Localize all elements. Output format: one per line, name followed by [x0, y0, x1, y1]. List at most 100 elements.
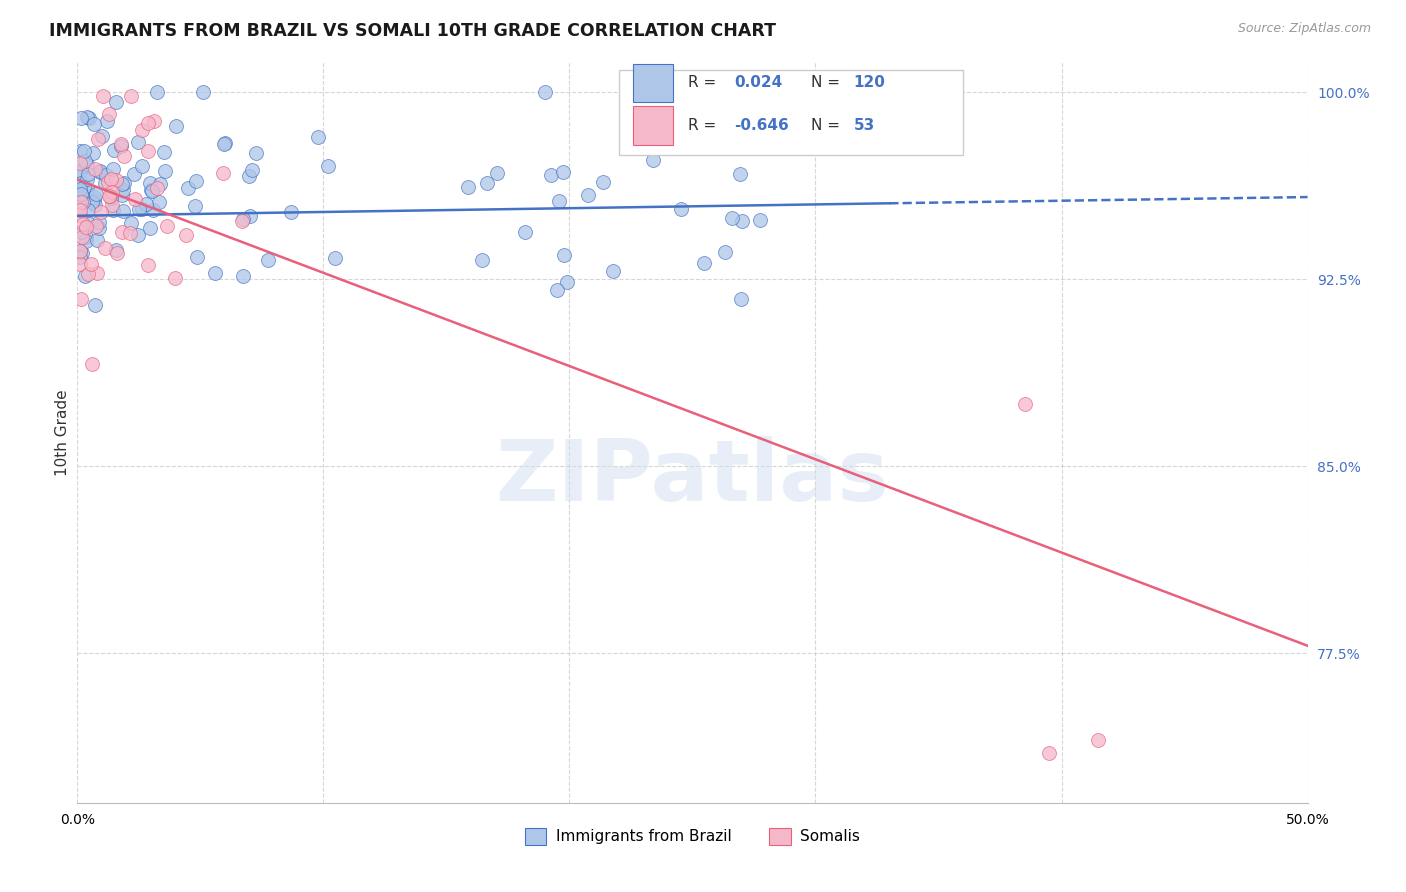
Point — [122, 167, 145, 181]
Point — [82, 357, 104, 371]
Point — [485, 165, 508, 179]
Point — [576, 188, 599, 202]
Point — [97, 175, 120, 189]
Point — [728, 107, 751, 121]
Point — [73, 153, 96, 168]
Point — [177, 181, 200, 195]
Point — [136, 258, 159, 272]
Point — [77, 111, 100, 125]
Point — [120, 89, 142, 103]
Point — [110, 136, 132, 151]
Text: 53: 53 — [853, 118, 875, 133]
Point — [90, 205, 112, 219]
Point — [69, 250, 91, 264]
Point — [231, 214, 253, 228]
Point — [141, 184, 163, 198]
Point — [70, 230, 93, 244]
Point — [111, 178, 134, 192]
Text: Source: ZipAtlas.com: Source: ZipAtlas.com — [1237, 22, 1371, 36]
Point — [184, 199, 207, 213]
Point — [110, 139, 132, 153]
Point — [280, 205, 302, 219]
Point — [139, 176, 162, 190]
Point — [72, 245, 94, 260]
Point — [69, 176, 91, 190]
Point — [84, 219, 107, 234]
Point — [165, 270, 187, 285]
Point — [70, 194, 93, 209]
Point — [69, 208, 91, 222]
Point — [104, 243, 127, 257]
Point — [551, 165, 574, 179]
Point — [98, 189, 121, 203]
Point — [76, 172, 98, 186]
Point — [89, 165, 111, 179]
Point — [69, 181, 91, 195]
Point — [69, 244, 91, 258]
Point — [77, 267, 100, 281]
Point — [105, 246, 128, 260]
Text: IMMIGRANTS FROM BRAZIL VS SOMALI 10TH GRADE CORRELATION CHART: IMMIGRANTS FROM BRAZIL VS SOMALI 10TH GR… — [49, 22, 776, 40]
Point — [232, 268, 254, 283]
Point — [135, 196, 157, 211]
Point — [748, 212, 770, 227]
Text: N =: N = — [811, 118, 845, 133]
Point — [592, 175, 614, 189]
Point — [70, 225, 93, 239]
Point — [641, 153, 664, 167]
Point — [72, 217, 94, 231]
Point — [127, 135, 149, 149]
Point — [83, 117, 105, 131]
Point — [124, 192, 146, 206]
Point — [1038, 746, 1060, 760]
Point — [111, 183, 134, 197]
Text: 120: 120 — [853, 76, 886, 90]
Text: N =: N = — [811, 76, 845, 90]
Point — [83, 161, 105, 176]
Point — [83, 190, 105, 204]
Point — [128, 202, 150, 216]
Point — [555, 275, 578, 289]
Text: -0.646: -0.646 — [734, 118, 789, 133]
Point — [69, 165, 91, 179]
Point — [105, 95, 128, 110]
Point — [546, 284, 568, 298]
Point — [540, 168, 562, 182]
Point — [184, 173, 207, 187]
Point — [76, 110, 98, 124]
Point — [232, 211, 254, 226]
Point — [238, 169, 260, 183]
Point — [75, 219, 97, 234]
Point — [191, 86, 214, 100]
Point — [1014, 397, 1036, 411]
Point — [77, 202, 100, 217]
Point — [80, 195, 103, 210]
Point — [101, 185, 124, 199]
Point — [98, 107, 121, 121]
Point — [84, 298, 107, 312]
Text: R =: R = — [688, 76, 725, 90]
FancyBboxPatch shape — [619, 70, 963, 155]
Point — [156, 219, 179, 233]
Point — [82, 146, 104, 161]
Point — [120, 226, 142, 240]
Point — [75, 229, 97, 244]
Point — [73, 144, 96, 158]
Point — [153, 145, 176, 159]
Point — [69, 144, 91, 158]
Point — [70, 188, 93, 202]
Point — [84, 187, 107, 202]
FancyBboxPatch shape — [634, 106, 673, 145]
Point — [149, 177, 172, 191]
Point — [73, 179, 96, 194]
Legend: Immigrants from Brazil, Somalis: Immigrants from Brazil, Somalis — [519, 822, 866, 851]
Point — [212, 166, 235, 180]
Point — [127, 227, 149, 242]
Point — [69, 156, 91, 170]
Point — [142, 203, 165, 218]
Text: ZIPatlas: ZIPatlas — [495, 435, 890, 518]
Point — [86, 266, 108, 280]
Point — [101, 198, 124, 212]
Point — [69, 164, 91, 178]
Point — [139, 183, 162, 197]
